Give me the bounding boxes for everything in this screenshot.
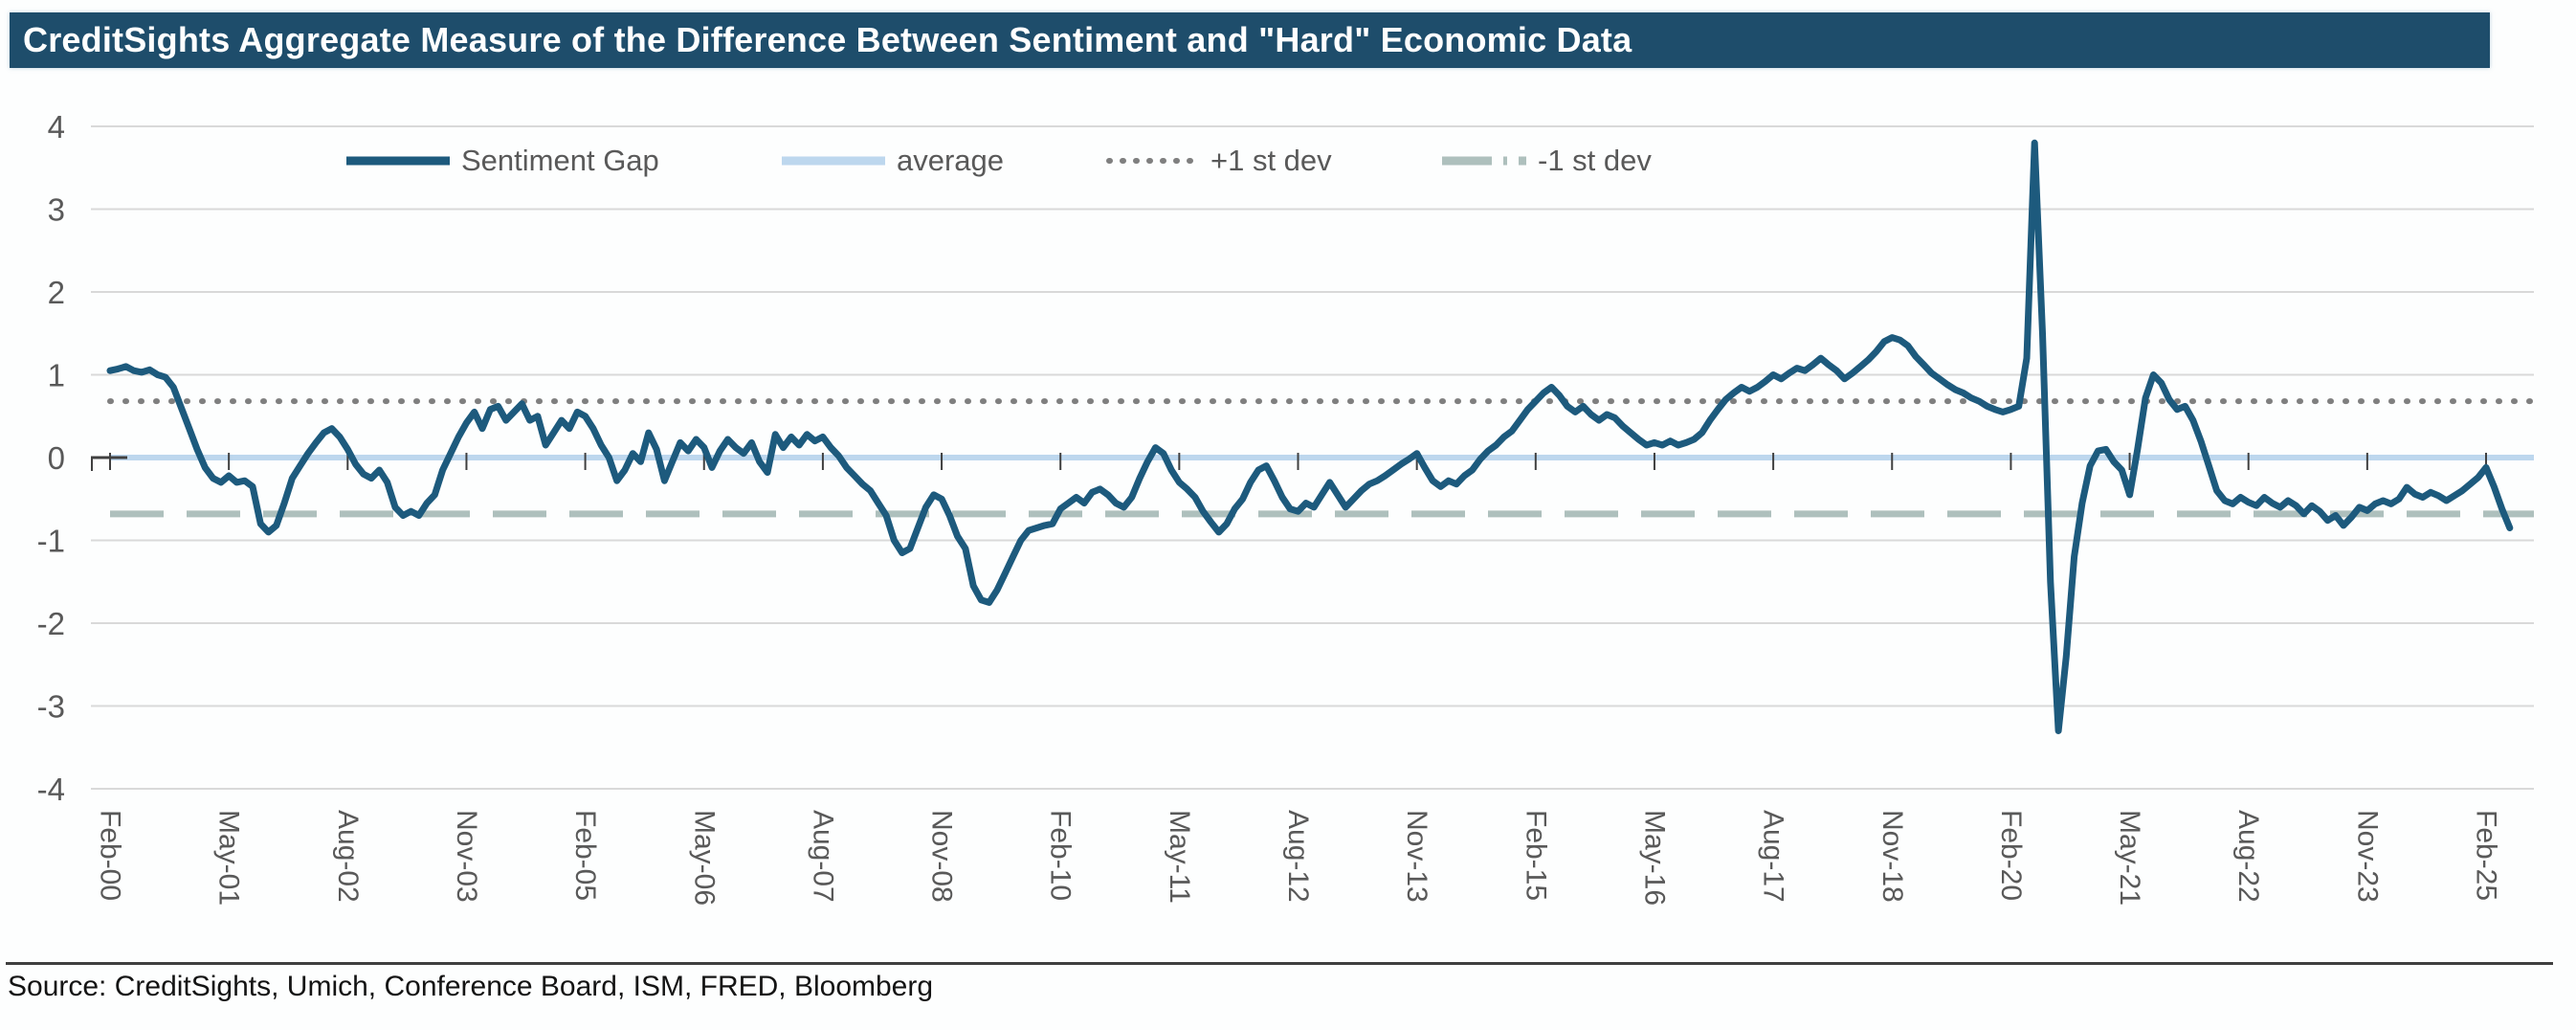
x-axis-label: Feb-25 (2471, 810, 2502, 901)
legend-item-sentiment-gap: Sentiment Gap (344, 142, 659, 180)
y-axis-label: -2 (37, 606, 65, 641)
x-axis-label: Feb-15 (1520, 810, 1551, 901)
legend-label-minus-stdev: -1 st dev (1538, 144, 1652, 177)
legend-item-plus-stdev: +1 st dev (1105, 142, 1332, 180)
legend-item-average: average (780, 142, 1004, 180)
legend-label-average: average (897, 144, 1005, 177)
legend-marker-sentiment-gap-icon (346, 156, 450, 166)
x-axis-label: Feb-00 (95, 810, 126, 901)
legend-label-plus-stdev: +1 st dev (1210, 144, 1332, 177)
y-axis-label: 2 (48, 275, 65, 310)
x-axis-label: Feb-20 (1995, 810, 2027, 901)
sentiment-gap-line (106, 139, 2514, 734)
legend-marker-plus-stdev-icon (1106, 158, 1200, 164)
x-axis-label: Aug-12 (1282, 810, 1314, 903)
x-axis-label: May-21 (2114, 810, 2145, 906)
y-axis-label: 0 (48, 440, 65, 476)
y-axis-label: -4 (37, 772, 65, 807)
x-axis-label: Feb-10 (1045, 810, 1077, 901)
chart-title-bar: CreditSights Aggregate Measure of the Di… (10, 12, 2490, 68)
x-axis-label: May-01 (213, 810, 245, 906)
x-axis-label: Nov-08 (926, 810, 958, 903)
y-axis-label: -1 (37, 524, 65, 559)
x-axis-label: May-11 (1164, 810, 1195, 904)
divider-rule (6, 962, 2553, 965)
y-axis-label: 3 (48, 192, 65, 228)
x-axis-label: Nov-18 (1876, 810, 1908, 903)
x-axis-label: Nov-23 (2351, 810, 2383, 903)
x-axis-label: Aug-07 (807, 810, 838, 903)
source-text: Source: CreditSights, Umich, Conference … (8, 971, 934, 1002)
legend: Sentiment Gap average +1 st dev -1 st de… (0, 142, 2576, 180)
x-axis-label: Aug-02 (332, 810, 364, 903)
x-axis-label: May-16 (1638, 810, 1670, 906)
legend-marker-minus-stdev-icon (1442, 156, 1526, 166)
x-axis-label: Nov-03 (451, 810, 482, 903)
x-axis-label: Aug-22 (2232, 810, 2264, 903)
x-axis-label: May-06 (688, 810, 720, 906)
x-axis-label: Feb-05 (569, 810, 601, 901)
legend-marker-average-icon (782, 156, 885, 166)
legend-label-sentiment-gap: Sentiment Gap (461, 144, 659, 177)
x-axis-label: Aug-17 (1758, 810, 1789, 903)
y-axis-label: 4 (48, 109, 65, 145)
legend-item-minus-stdev: -1 st dev (1440, 142, 1652, 180)
y-axis-label: -3 (37, 689, 65, 725)
chart-title: CreditSights Aggregate Measure of the Di… (23, 20, 1632, 59)
y-axis-label: 1 (48, 358, 65, 393)
x-axis-label: Nov-13 (1401, 810, 1432, 903)
